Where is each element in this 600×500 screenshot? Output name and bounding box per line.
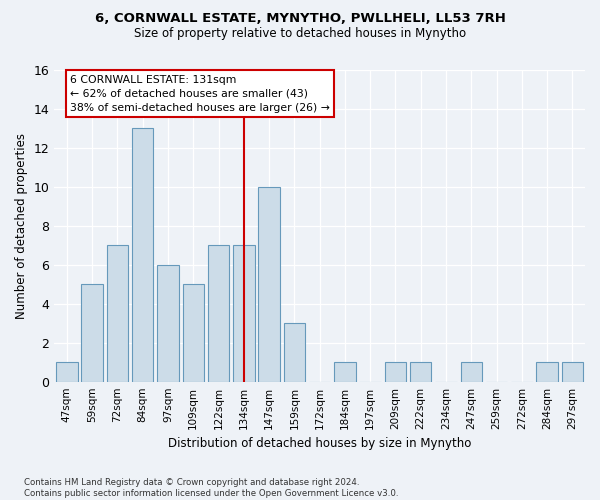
Bar — [82, 284, 103, 382]
Text: Contains HM Land Registry data © Crown copyright and database right 2024.
Contai: Contains HM Land Registry data © Crown c… — [24, 478, 398, 498]
Bar — [56, 362, 77, 382]
Bar — [157, 265, 179, 382]
Bar — [461, 362, 482, 382]
Y-axis label: Number of detached properties: Number of detached properties — [15, 133, 28, 319]
Bar — [208, 246, 229, 382]
Text: Size of property relative to detached houses in Mynytho: Size of property relative to detached ho… — [134, 28, 466, 40]
Bar — [536, 362, 558, 382]
Bar — [107, 246, 128, 382]
Bar — [233, 246, 254, 382]
Bar — [562, 362, 583, 382]
Bar — [334, 362, 356, 382]
Bar — [385, 362, 406, 382]
X-axis label: Distribution of detached houses by size in Mynytho: Distribution of detached houses by size … — [168, 437, 472, 450]
Bar — [410, 362, 431, 382]
Bar — [284, 323, 305, 382]
Text: 6, CORNWALL ESTATE, MYNYTHO, PWLLHELI, LL53 7RH: 6, CORNWALL ESTATE, MYNYTHO, PWLLHELI, L… — [95, 12, 505, 26]
Bar — [259, 187, 280, 382]
Text: 6 CORNWALL ESTATE: 131sqm
← 62% of detached houses are smaller (43)
38% of semi-: 6 CORNWALL ESTATE: 131sqm ← 62% of detac… — [70, 74, 330, 112]
Bar — [132, 128, 154, 382]
Bar — [182, 284, 204, 382]
